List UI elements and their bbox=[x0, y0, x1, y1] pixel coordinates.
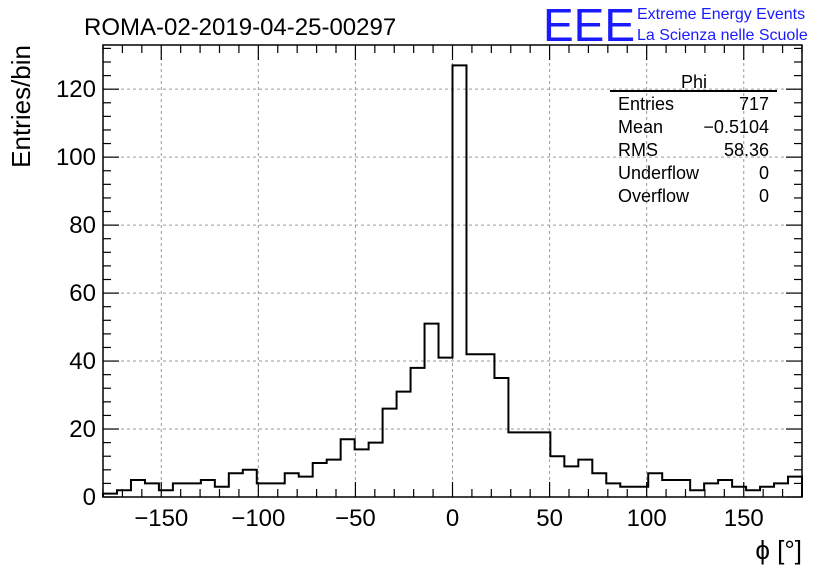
histogram-bin bbox=[578, 460, 592, 497]
x-tick-labels: −150 −100 −50 0 50 100 150 bbox=[134, 505, 764, 532]
x-tick-label: 150 bbox=[724, 505, 764, 532]
x-tick-label: −50 bbox=[335, 505, 376, 532]
histogram-bin bbox=[453, 65, 467, 497]
histogram-bin bbox=[313, 463, 327, 497]
histogram-bin bbox=[662, 480, 676, 497]
histogram-bin bbox=[480, 354, 494, 497]
chart-title: ROMA-02-2019-04-25-00297 bbox=[84, 14, 396, 41]
logo-line-2: La Scienza nelle Scuole bbox=[637, 27, 808, 44]
histogram-bin bbox=[341, 439, 355, 497]
histogram-outline bbox=[102, 64, 803, 497]
histogram-bin bbox=[550, 456, 564, 497]
stats-row-label: Overflow bbox=[618, 186, 690, 206]
histogram-bin bbox=[173, 483, 187, 497]
histogram-bin bbox=[355, 449, 369, 497]
histogram-bin bbox=[187, 483, 201, 497]
x-tick-label: −150 bbox=[134, 505, 188, 532]
x-tick-label: 0 bbox=[446, 505, 459, 532]
stats-row-label: Entries bbox=[618, 94, 674, 114]
y-tick-label: 120 bbox=[56, 76, 96, 103]
y-tick-label: 60 bbox=[69, 280, 96, 307]
stats-row-value: 717 bbox=[739, 94, 769, 114]
stats-row-label: Mean bbox=[618, 117, 663, 137]
histogram-bin bbox=[243, 470, 257, 497]
histogram-bin bbox=[788, 477, 802, 497]
stats-row-value: 0 bbox=[759, 163, 769, 183]
y-tick-label: 100 bbox=[56, 144, 96, 171]
histogram-bin bbox=[774, 483, 788, 497]
logo-line-1: Extreme Energy Events bbox=[637, 6, 805, 23]
histogram-bin bbox=[522, 432, 536, 497]
histogram-bin bbox=[494, 378, 508, 497]
axis-ticks bbox=[102, 45, 803, 498]
histogram-bin bbox=[229, 473, 243, 497]
histogram-bin bbox=[215, 487, 229, 497]
histogram-bin bbox=[676, 480, 690, 497]
histogram-bin bbox=[592, 473, 606, 497]
histogram-bin bbox=[718, 480, 732, 497]
histogram-bin bbox=[439, 358, 453, 497]
y-tick-label: 0 bbox=[83, 484, 96, 511]
x-tick-label: 100 bbox=[627, 505, 667, 532]
stats-box-title: Phi bbox=[681, 72, 707, 92]
x-tick-label: −100 bbox=[231, 505, 285, 532]
histogram-bin bbox=[383, 409, 397, 497]
y-tick-label: 80 bbox=[69, 212, 96, 239]
x-tick-label: 50 bbox=[536, 505, 563, 532]
histogram-bin bbox=[201, 480, 215, 497]
histogram-bin bbox=[411, 368, 425, 497]
eee-logo: EEE Extreme Energy Events La Scienza nel… bbox=[543, 0, 808, 51]
histogram-bin bbox=[746, 490, 760, 497]
stats-row-value: 58.36 bbox=[724, 140, 769, 160]
histogram-bin bbox=[690, 490, 704, 497]
stats-box-rows: Entries 717 Mean −0.5104 RMS 58.36 Underflow 0 O… bbox=[618, 94, 769, 206]
x-axis-title: ϕ [°] bbox=[755, 535, 802, 565]
histogram-bin bbox=[327, 460, 341, 497]
histogram-bin bbox=[299, 477, 313, 497]
histogram-bin bbox=[397, 392, 411, 497]
stats-box: Phi Entries 717 Mean −0.5104 RMS 58.36 Underfl… bbox=[610, 72, 777, 206]
histogram-bin bbox=[760, 487, 774, 497]
eee-logo-mark: EEE bbox=[543, 0, 635, 51]
histogram-bin bbox=[508, 432, 522, 497]
histogram-bin bbox=[564, 466, 578, 497]
histogram-bin bbox=[648, 473, 662, 497]
histogram-bin bbox=[145, 483, 159, 497]
stats-row-value: −0.5104 bbox=[703, 117, 769, 137]
histogram-bin bbox=[704, 483, 718, 497]
histogram-bin bbox=[117, 490, 131, 497]
y-axis-title: Entries/bin bbox=[6, 45, 36, 168]
histogram-bin bbox=[466, 354, 480, 497]
histogram-bin bbox=[369, 443, 383, 497]
y-tick-label: 40 bbox=[69, 348, 96, 375]
y-tick-label: 20 bbox=[69, 416, 96, 443]
histogram-bin bbox=[536, 432, 550, 497]
stats-row-value: 0 bbox=[759, 186, 769, 206]
histogram-bin bbox=[425, 324, 439, 497]
stats-row-label: RMS bbox=[618, 140, 658, 160]
stats-row-label: Underflow bbox=[618, 163, 700, 183]
y-tick-labels: 0 20 40 60 80 100 120 bbox=[56, 76, 96, 511]
histogram-bin bbox=[131, 480, 145, 497]
